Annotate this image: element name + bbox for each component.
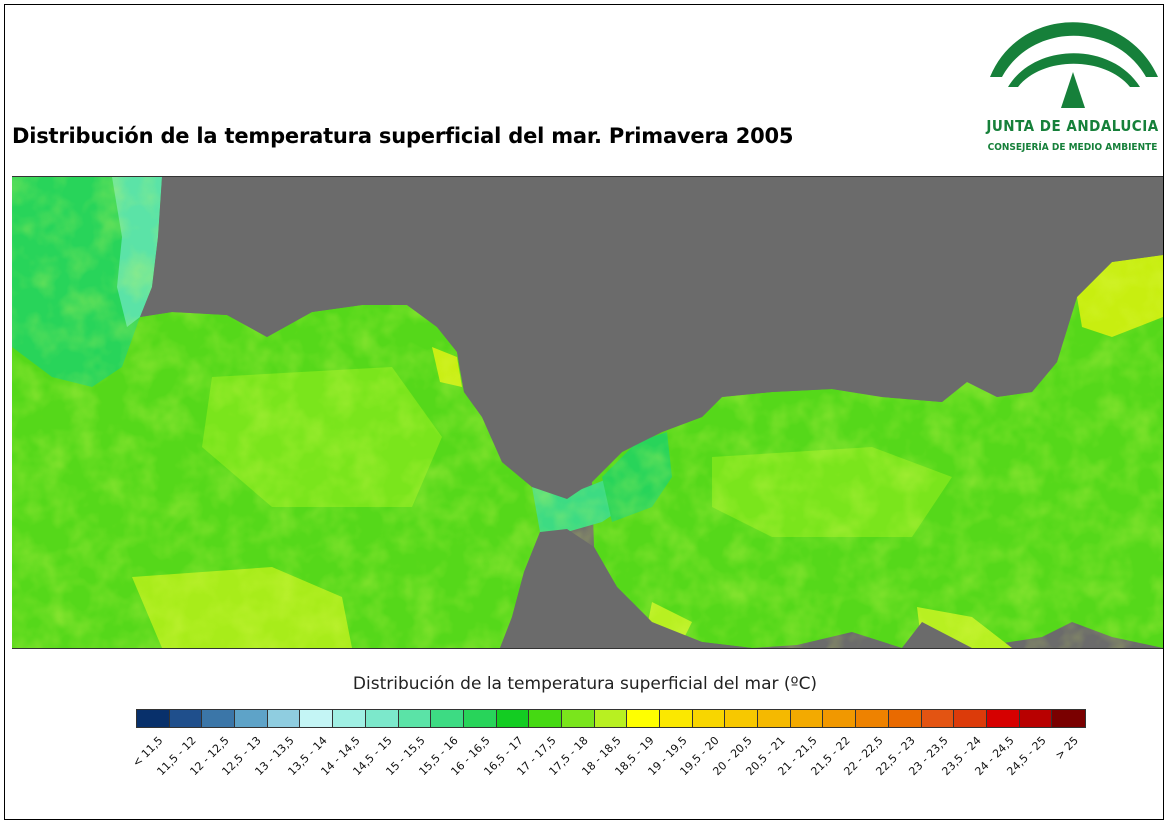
logo-name: JUNTA DE ANDALUCIA [986, 117, 1159, 135]
legend-swatch [529, 710, 562, 727]
land-africa [500, 529, 752, 648]
junta-andalucia-logo [990, 22, 1158, 108]
legend-swatch [202, 710, 236, 727]
legend-swatch [398, 710, 432, 727]
legend-swatch [1052, 710, 1085, 727]
legend-tick-labels: < 11,5 11,5 - 12 12 - 12,5 12,5 - 13 13 - 13… [130, 730, 1121, 820]
legend-swatch [758, 710, 791, 727]
legend-swatch [627, 710, 660, 727]
legend-swatch [431, 710, 464, 727]
legend-swatch [954, 710, 987, 727]
legend-title: Distribución de la temperatura superfici… [352, 674, 818, 694]
legend-swatch [365, 710, 399, 727]
legend-swatch [790, 710, 824, 727]
legend-swatch [496, 710, 530, 727]
legend-swatch [692, 710, 726, 727]
legend-swatch [594, 710, 628, 727]
page-title: Distribución de la temperatura superfici… [12, 124, 794, 148]
legend-swatch [1019, 710, 1053, 727]
legend-swatch [169, 710, 203, 727]
logo-triangle [1061, 72, 1085, 108]
legend-swatch [300, 710, 334, 727]
logo-subtitle: CONSEJERÍA DE MEDIO AMBIENTE [987, 142, 1158, 153]
legend-swatch [137, 710, 170, 727]
legend-tick-label: > 25 [1052, 734, 1081, 763]
legend-color-bar [136, 709, 1086, 728]
legend-swatch [267, 710, 301, 727]
legend-swatch [986, 710, 1020, 727]
legend-swatch [888, 710, 922, 727]
legend-swatch [660, 710, 693, 727]
legend-swatch [921, 710, 955, 727]
land-iberia [140, 177, 1163, 499]
sea-temperature-map [12, 176, 1163, 649]
logo-arc-outer [990, 22, 1158, 77]
legend-swatch [823, 710, 857, 727]
legend-swatch [333, 710, 366, 727]
page-frame [4, 4, 1164, 820]
legend-swatch [856, 710, 889, 727]
logo-arc-inner [1008, 53, 1140, 87]
legend-swatch [725, 710, 759, 727]
legend-swatch [561, 710, 595, 727]
legend-swatch [235, 710, 268, 727]
land-africa-east [902, 622, 972, 648]
legend-swatch [463, 710, 497, 727]
